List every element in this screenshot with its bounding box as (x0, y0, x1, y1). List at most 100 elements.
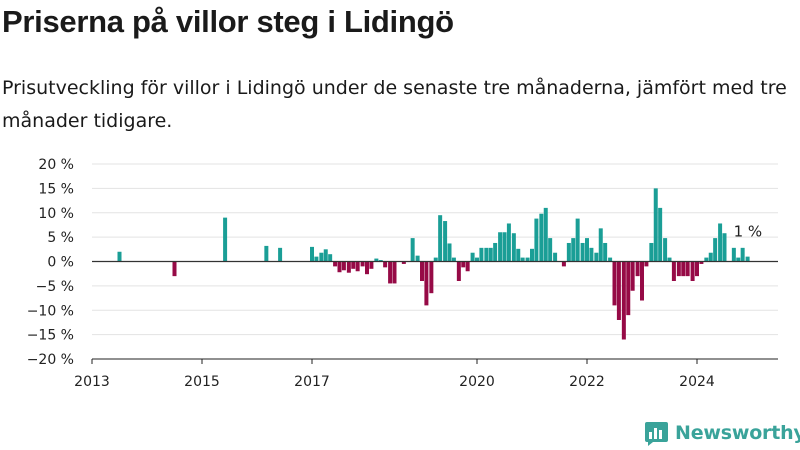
bar (475, 257, 479, 262)
bar (383, 261, 388, 268)
bar (355, 261, 360, 272)
bar (451, 257, 456, 262)
bar (653, 188, 658, 262)
bar (731, 247, 736, 262)
bar (649, 242, 654, 262)
bar (667, 257, 672, 262)
bar (635, 261, 640, 277)
x-tick-label: 2024 (679, 374, 715, 390)
bar (470, 252, 475, 262)
newsworthy-logo: Newsworthy (644, 418, 800, 448)
bar (543, 207, 548, 262)
bar (695, 261, 699, 277)
bar (640, 261, 644, 301)
bar (736, 257, 741, 262)
bar (264, 245, 269, 262)
bar (341, 261, 346, 271)
bar (566, 242, 571, 262)
bar (621, 261, 626, 340)
bar (745, 256, 750, 262)
bar (333, 261, 338, 267)
bar (479, 247, 484, 262)
bar (704, 257, 709, 262)
bar (571, 238, 576, 262)
y-tick-label: 10 % (38, 206, 74, 222)
bar (644, 261, 649, 267)
bar (420, 261, 424, 281)
bar (438, 215, 443, 262)
bar (461, 261, 466, 268)
bar (314, 256, 319, 262)
bar (534, 218, 539, 262)
bar (484, 247, 489, 262)
bar (616, 261, 621, 320)
bar (310, 246, 314, 262)
bar (589, 247, 594, 262)
y-tick-label: 20 % (38, 157, 74, 173)
bar (401, 261, 406, 264)
bar (671, 261, 676, 281)
bar (374, 258, 379, 262)
bar (328, 254, 333, 262)
bar (663, 238, 668, 262)
bar (117, 251, 122, 262)
chart-title: Priserna på villor steg i Lidingö (2, 4, 454, 39)
bar (410, 238, 415, 262)
bar (713, 238, 718, 262)
bar (548, 238, 553, 262)
bar (708, 252, 713, 262)
brand-name: Newsworthy (675, 422, 800, 444)
bar (415, 255, 420, 262)
bar (351, 261, 356, 269)
bar (699, 261, 704, 264)
bar (388, 261, 393, 284)
bar (346, 261, 351, 273)
bar (511, 233, 516, 262)
bar (447, 243, 452, 262)
bar (676, 261, 681, 277)
bar (598, 228, 603, 262)
y-tick-label: 15 % (38, 181, 74, 197)
bar (506, 223, 511, 262)
bar (530, 248, 534, 262)
y-tick-label: 5 % (47, 230, 74, 246)
bar (172, 261, 177, 277)
bar (465, 261, 470, 272)
chart-subtitle: Prisutveckling för villor i Lidingö unde… (2, 77, 787, 132)
x-tick-label: 2015 (184, 374, 220, 390)
bar (392, 261, 397, 284)
x-tick-label: 2022 (569, 374, 605, 390)
axes: 20 %15 %10 %5 %0 %−5 %−10 %−15 %−20 %201… (27, 157, 778, 390)
bar (690, 261, 695, 281)
bar (456, 261, 461, 281)
bar (378, 260, 383, 262)
y-tick-label: −10 % (27, 303, 74, 319)
bar (520, 257, 525, 262)
y-tick-label: 0 % (47, 255, 74, 271)
bar (369, 261, 374, 269)
bar (443, 221, 448, 262)
bar (681, 261, 686, 277)
x-tick-label: 2020 (459, 374, 495, 390)
bar (337, 261, 342, 273)
bar (278, 247, 283, 262)
bar (525, 257, 530, 262)
bar (561, 261, 566, 267)
bar (429, 261, 434, 294)
bar (360, 261, 365, 267)
bar (493, 242, 498, 262)
bar (594, 252, 599, 262)
bar (603, 242, 608, 262)
bar (488, 247, 493, 262)
bar (575, 218, 580, 262)
bars (117, 188, 750, 340)
y-tick-label: −15 % (27, 328, 74, 344)
bar (539, 213, 544, 262)
bar (553, 252, 558, 262)
x-tick-label: 2013 (74, 374, 110, 390)
y-tick-label: −20 % (27, 352, 74, 368)
x-tick-label: 2017 (294, 374, 330, 390)
bar (718, 223, 723, 262)
last-value-label: 1 % (734, 223, 763, 241)
